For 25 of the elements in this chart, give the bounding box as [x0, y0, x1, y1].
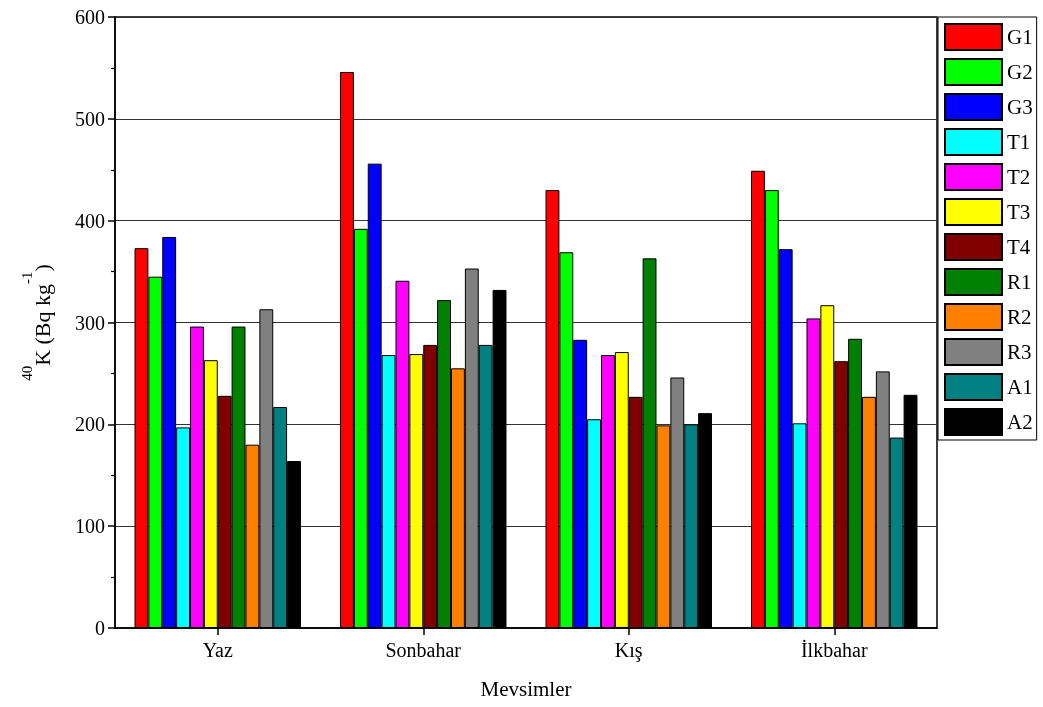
x-tick-label: Sonbahar — [385, 639, 462, 661]
x-tick-label: İlkbahar — [800, 639, 868, 661]
y-tick-label: 600 — [75, 6, 105, 28]
legend-label: T2 — [1007, 165, 1031, 189]
x-tick-label: Yaz — [202, 639, 233, 661]
y-axis-title: 40K (Bq kg-1) — [18, 264, 55, 381]
y-tick-label: 500 — [75, 107, 105, 130]
y-tick-label: 100 — [75, 515, 105, 538]
legend-label: T4 — [1007, 235, 1031, 259]
legend-label: G1 — [1007, 25, 1033, 49]
legend-label: G2 — [1007, 60, 1033, 84]
y-tick-label: 0 — [95, 617, 105, 639]
x-axis-title: Mevsimler — [480, 676, 572, 701]
legend-label: R3 — [1007, 340, 1032, 364]
y-tick-label: 200 — [75, 413, 105, 436]
legend-label: G3 — [1007, 95, 1033, 119]
x-tick-label: Kış — [614, 639, 643, 662]
legend-label: T3 — [1007, 200, 1031, 224]
legend-label: T1 — [1007, 130, 1031, 154]
legend-label: A1 — [1007, 375, 1033, 399]
legend-label: A2 — [1007, 410, 1033, 434]
y-tick-label: 300 — [75, 311, 105, 334]
y-tick-label: 400 — [75, 209, 105, 232]
legend-label: R2 — [1007, 305, 1032, 329]
legend-label: R1 — [1007, 270, 1032, 294]
